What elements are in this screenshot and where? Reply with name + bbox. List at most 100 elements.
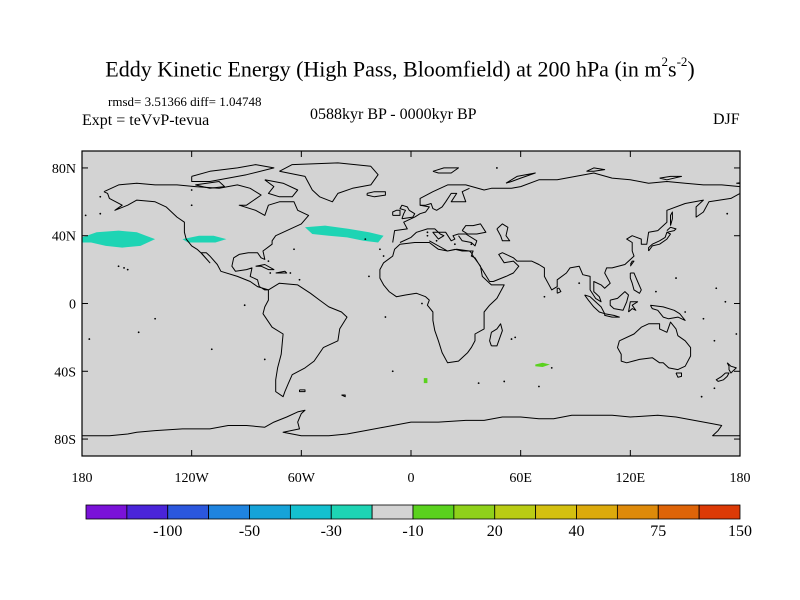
coastline-layer: [82, 162, 740, 437]
anomaly-layer: [82, 225, 550, 384]
ireland-coast: [392, 209, 401, 216]
greenland-coast: [279, 162, 379, 203]
island-dot: [470, 243, 473, 246]
hokkaido-coast: [666, 226, 677, 233]
philippines-coast: [629, 272, 642, 294]
island-dot: [578, 282, 581, 285]
island-dot: [293, 248, 295, 251]
colorbar-segment: [616, 504, 659, 520]
lon-label: 180: [730, 471, 751, 486]
colorbar-segment: [289, 504, 332, 520]
island-dot: [117, 265, 120, 268]
title-exponent-2: -2: [676, 54, 688, 69]
colorbar-segment: [330, 504, 373, 520]
sakhalin-coast: [670, 211, 673, 226]
island-dot: [190, 204, 193, 207]
iceland-coast: [366, 191, 386, 198]
new-zealand-south-coast: [715, 372, 730, 382]
black-caspian-seas: [461, 223, 487, 235]
colorbar-segment: [167, 504, 210, 520]
colorbar-label: -30: [321, 523, 342, 540]
severnaya-zemlya-coast: [586, 167, 606, 172]
island-dot: [243, 304, 246, 307]
colorbar-segment: [412, 504, 455, 520]
island-dot: [88, 338, 91, 340]
island-dot: [368, 275, 370, 278]
island-dot: [154, 317, 157, 320]
island-dot: [126, 268, 129, 271]
island-dot: [379, 248, 381, 251]
colorbar-segment: [657, 504, 700, 520]
island-dot: [702, 317, 705, 320]
island-dot: [426, 234, 429, 237]
new-siberian-islands: [659, 175, 682, 181]
sulawesi-coast: [628, 301, 639, 313]
sri-lanka-coast: [556, 287, 562, 294]
cuba-coast: [255, 264, 275, 271]
hispaniola-coast: [275, 270, 288, 274]
novaya-zemlya-coast: [505, 172, 536, 184]
island-dot: [84, 214, 87, 217]
island-dot: [269, 272, 272, 274]
lat-label: 80N: [52, 162, 76, 177]
tasmania-coast: [675, 372, 682, 378]
new-zealand-north-coast: [726, 362, 737, 374]
lon-label: 120W: [175, 471, 210, 486]
island-dot: [538, 385, 540, 388]
season-label: DJF: [713, 111, 740, 128]
victoria-island-coast: [195, 181, 226, 189]
island-dot: [123, 267, 125, 269]
island-dot: [426, 231, 429, 234]
caspian-sea: [496, 223, 511, 242]
island-dot: [298, 278, 301, 281]
north-pacific-anomaly: [82, 230, 156, 248]
island-dot: [655, 290, 657, 293]
island-dot: [382, 255, 385, 257]
north-america-coast: [103, 182, 310, 291]
lat-label: 40S: [54, 365, 76, 380]
eurasia-africa-coast: [379, 172, 740, 364]
island-dot: [700, 395, 703, 398]
north-america-anomaly: [182, 235, 227, 243]
australia-coast: [617, 321, 692, 371]
scandinavia-coast: [420, 187, 470, 211]
colorbar-label: -50: [239, 523, 260, 540]
island-dot: [99, 195, 102, 198]
sumatra-coast: [584, 294, 606, 315]
map-background: [82, 151, 740, 456]
svalbard-coast: [432, 167, 459, 174]
baffin-island-coast: [264, 179, 299, 198]
colorbar-label: 20: [487, 523, 503, 540]
lat-label: 80S: [54, 433, 76, 448]
new-guinea-coast: [649, 304, 686, 321]
taiwan-coast: [629, 260, 635, 267]
colorbar-label: 75: [650, 523, 666, 540]
title-exponent-1: 2: [661, 54, 669, 69]
island-dot: [684, 311, 687, 313]
colorbar-segment: [576, 504, 618, 520]
experiment-label: Expt = teVvP-tevua: [82, 112, 210, 129]
island-dot: [263, 358, 266, 361]
colorbar-label: -100: [153, 523, 182, 540]
island-dot: [267, 260, 270, 263]
island-dot: [210, 348, 213, 351]
island-dot: [496, 167, 498, 169]
title-text: Eddy Kinetic Energy (High Pass, Bloomfie…: [105, 56, 662, 82]
uk-coast: [399, 204, 416, 220]
madagascar-coast: [489, 323, 503, 347]
island-dot: [514, 336, 517, 339]
wrangel-island: [736, 182, 740, 184]
island-dot: [391, 370, 394, 373]
colorbar-segment: [494, 504, 537, 520]
canadian-archipelago-coast: [191, 164, 275, 182]
island-dot: [724, 300, 727, 303]
lon-label: 180: [72, 471, 93, 486]
colorbar-segment: [371, 504, 414, 520]
colorbar-segment: [208, 504, 250, 520]
island-dot: [735, 333, 738, 335]
colorbar-label: 40: [569, 523, 585, 540]
lon-label: 60E: [509, 471, 532, 486]
island-dot: [289, 272, 292, 274]
south-america-coast: [262, 282, 348, 398]
